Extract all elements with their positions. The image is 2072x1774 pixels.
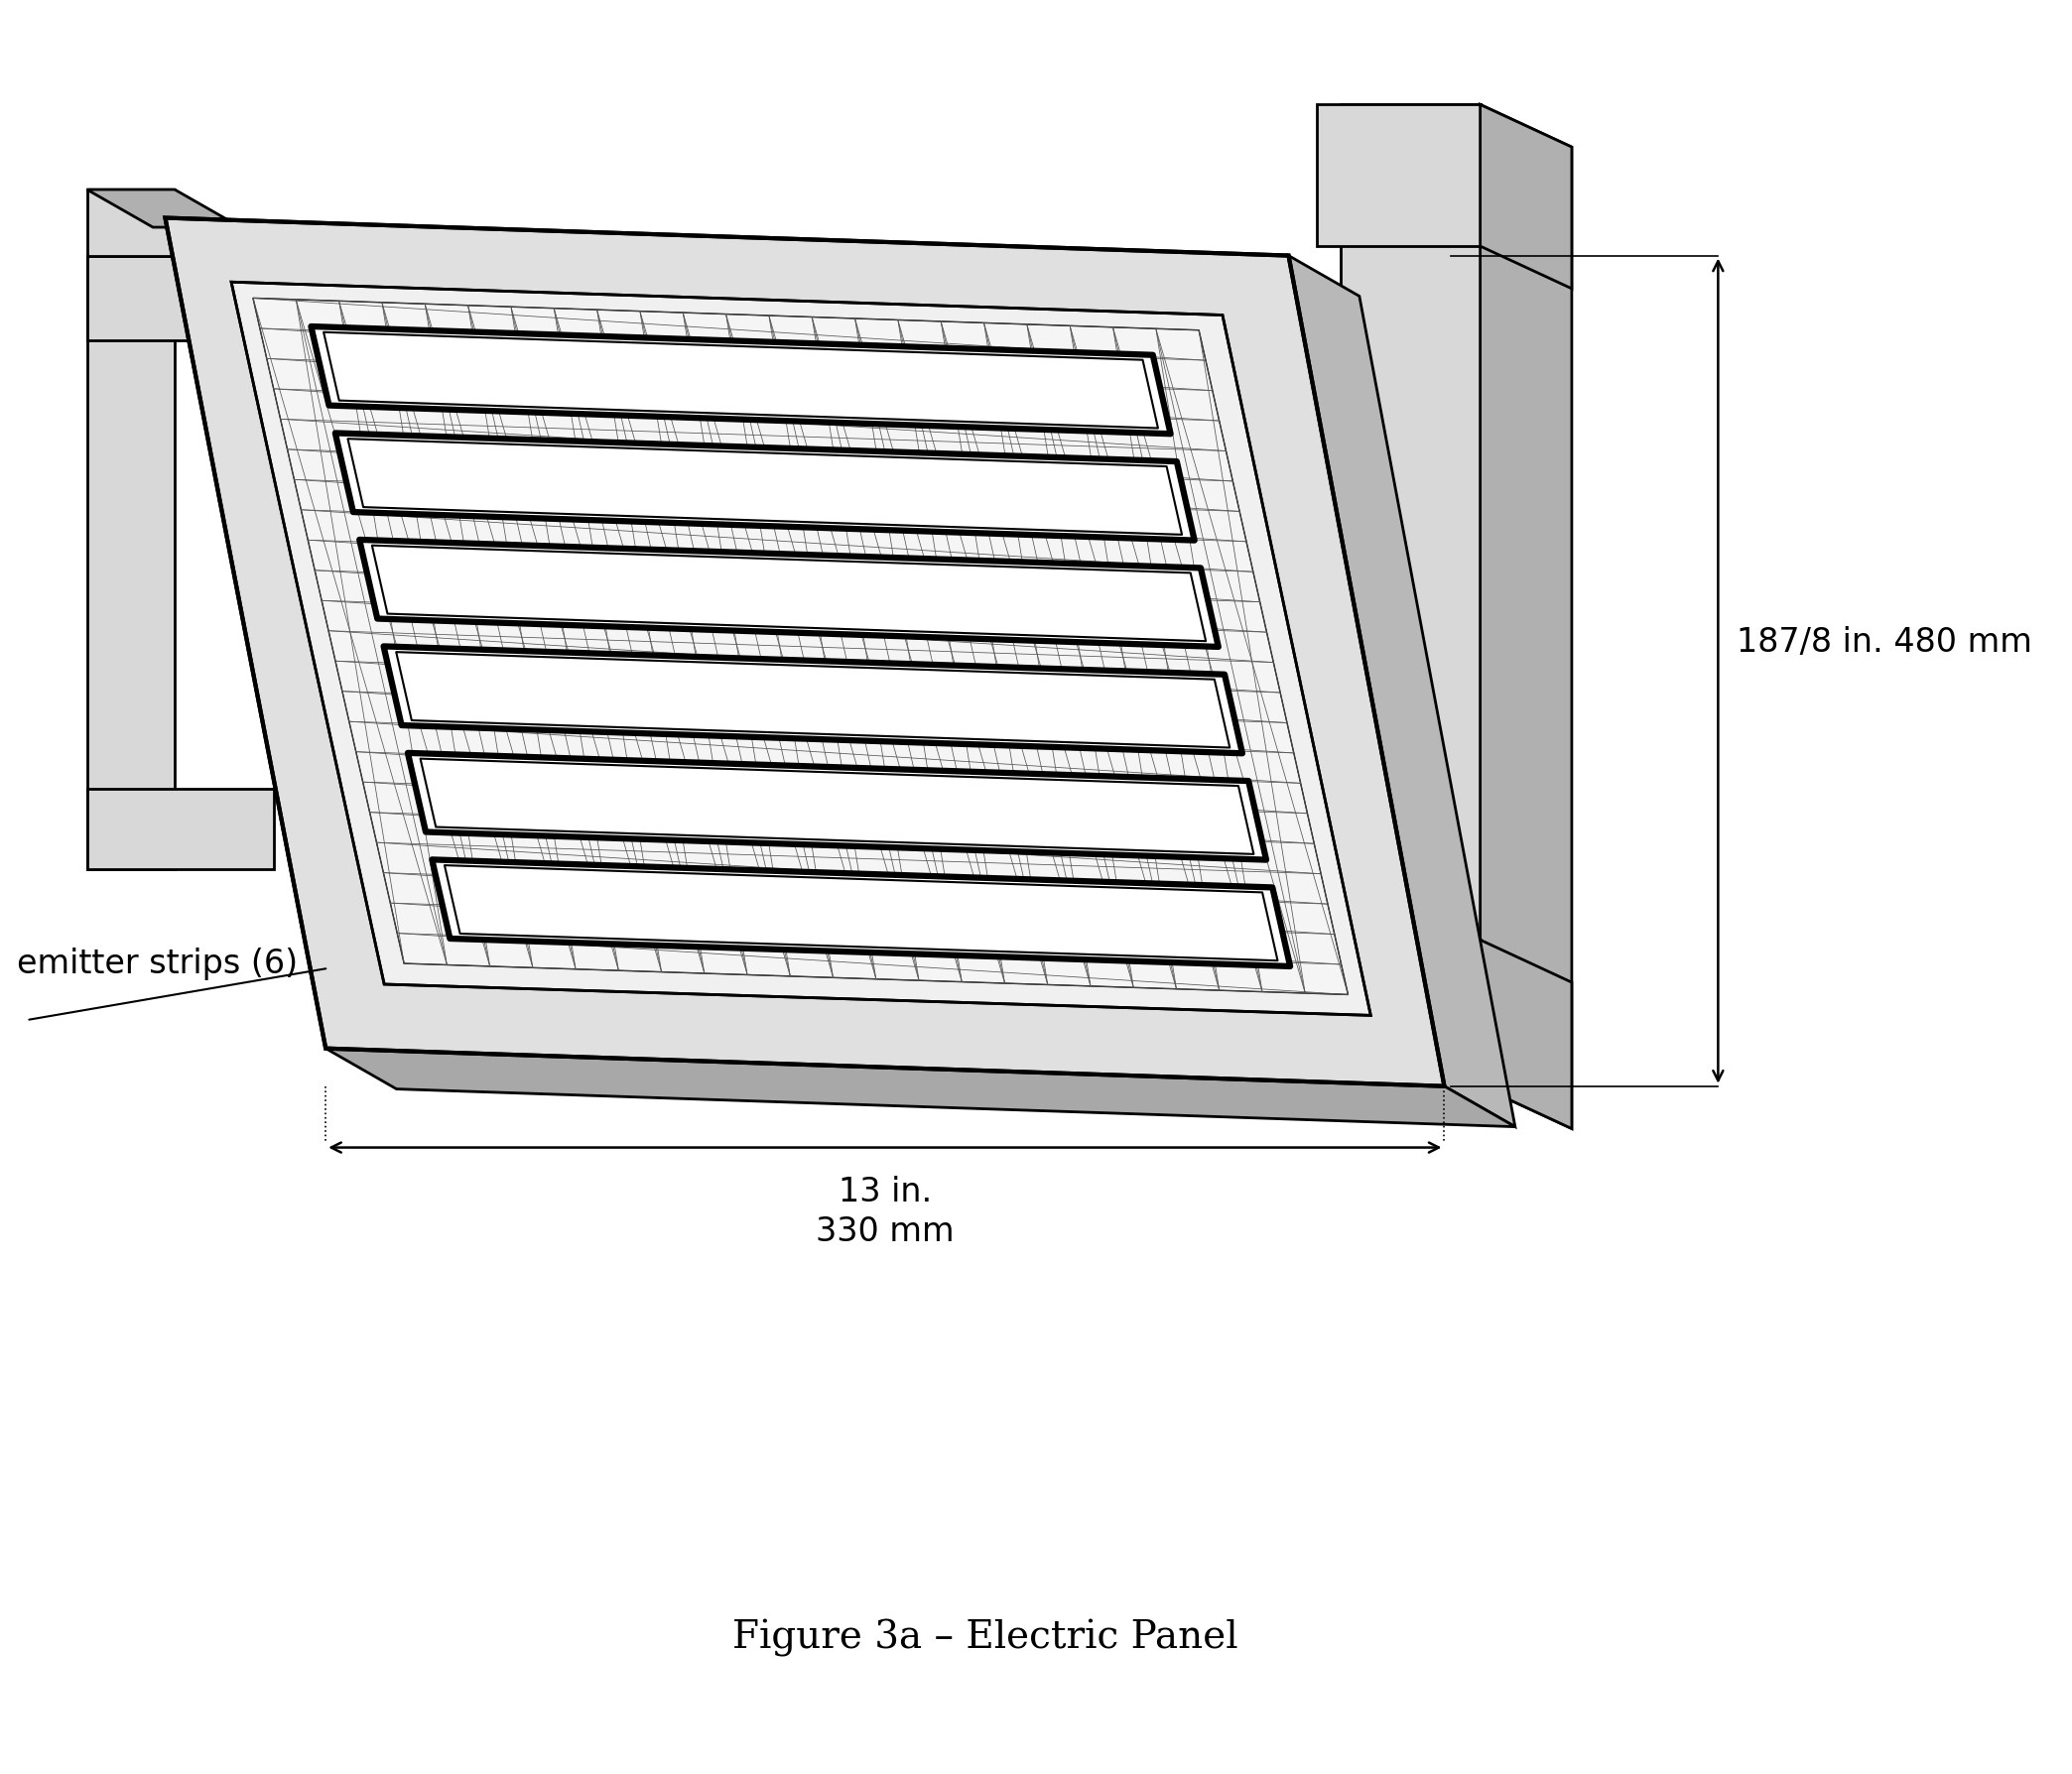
Polygon shape [166,218,1444,1086]
Text: emitter strips (6): emitter strips (6) [17,947,298,979]
Polygon shape [87,255,274,341]
Polygon shape [1479,105,1573,1128]
Text: 13 in.: 13 in. [839,1176,932,1208]
Polygon shape [87,190,240,227]
Text: 187/8 in. 480 mm: 187/8 in. 480 mm [1736,626,2033,658]
Polygon shape [336,433,1193,541]
Polygon shape [325,1048,1515,1126]
Polygon shape [87,255,174,869]
Polygon shape [87,789,274,869]
Polygon shape [253,298,1349,995]
Polygon shape [358,539,1218,648]
Polygon shape [383,646,1243,754]
Polygon shape [1318,940,1479,1086]
Text: 330 mm: 330 mm [816,1215,955,1249]
Text: Figure 3a – Electric Panel: Figure 3a – Electric Panel [733,1620,1239,1657]
Polygon shape [1479,105,1573,289]
Polygon shape [1341,105,1479,1086]
Polygon shape [232,282,1372,1015]
Polygon shape [431,860,1291,967]
Polygon shape [311,326,1171,435]
Polygon shape [1318,105,1479,247]
Polygon shape [1479,940,1573,1128]
Polygon shape [1289,255,1515,1126]
Polygon shape [87,190,174,255]
Polygon shape [408,752,1266,860]
